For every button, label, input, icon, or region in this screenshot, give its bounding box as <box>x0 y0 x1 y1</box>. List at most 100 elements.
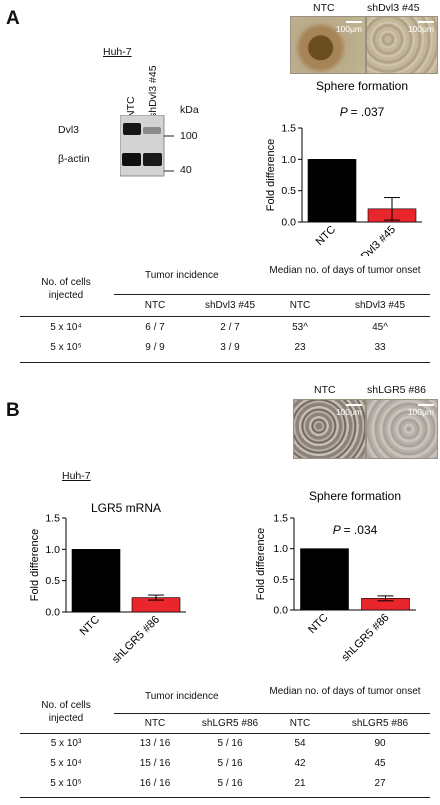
table-a-group2: Median no. of days of tumor onset <box>269 265 421 276</box>
table-b-sub-ntc-1: NTC <box>144 718 166 729</box>
table-b-row3-v4: 27 <box>374 778 386 789</box>
table-b-row3-cells: 5 x 10⁵ <box>50 778 82 789</box>
blot-lane-shdvl3: shDvl3 #45 <box>147 65 159 118</box>
table-a-row1-v1: 6 / 7 <box>145 322 165 333</box>
chart-sphere-formation-b: Sphere formation P = .034 0.0 0.5 1.0 1.5 Fold… <box>255 489 416 664</box>
table-b-sub-ntc-2: NTC <box>289 718 311 729</box>
scale-bar-label: 100μm <box>407 407 434 417</box>
table-b-row2-cells: 5 x 10⁴ <box>50 758 82 769</box>
table-a-row2-cells: 5 x 10⁵ <box>50 342 82 353</box>
panel-label-b: B <box>6 400 20 421</box>
micrograph-b-ntc: 100μm <box>293 399 366 459</box>
chart-title: Sphere formation <box>309 489 401 503</box>
table-a-row1-v4: 45^ <box>372 322 388 333</box>
x-tick-label: shLGR5 #86 <box>339 612 391 664</box>
table-b-row2-v2: 5 / 16 <box>217 758 243 769</box>
y-tick-label: 1.0 <box>45 544 60 556</box>
table-b-row2-v1: 15 / 16 <box>139 758 171 769</box>
table-a-row2-v4: 33 <box>374 342 386 353</box>
table-a-row1-v2: 2 / 7 <box>220 322 240 333</box>
table-b-col1-header: No. of cells injected <box>41 700 91 724</box>
marker-40: 40 <box>180 164 192 176</box>
table-a-sub-ntc-1: NTC <box>144 300 166 311</box>
table-b-row1-v1: 13 / 16 <box>139 738 171 749</box>
table-a-group1: Tumor incidence <box>145 270 219 281</box>
p-value-annotation: P = .037 <box>340 105 385 119</box>
table-a-sub-kd-1: shDvl3 #45 <box>204 300 256 311</box>
table-a-row1-cells: 5 x 10⁴ <box>50 322 82 333</box>
chart-lgr5-mrna-b: LGR5 mRNA 0.0 0.5 1.0 1.5 Fold difference NTC s… <box>29 501 186 666</box>
scale-bar-label: 100μm <box>407 24 434 34</box>
chart-title: Sphere formation <box>316 79 408 93</box>
bar-ntc <box>307 159 357 223</box>
y-tick-label: 0.5 <box>45 575 60 587</box>
micrograph-b-shlgr5-label: shLGR5 #86 <box>367 384 426 396</box>
bar-ntc <box>71 549 121 613</box>
table-b-sub-kd-1: shLGR5 #86 <box>201 718 259 729</box>
table-a-row2-v2: 3 / 9 <box>220 342 240 353</box>
table-b-row1-v2: 5 / 16 <box>217 738 243 749</box>
table-b-row2-v3: 42 <box>294 758 306 769</box>
bar-ntc <box>300 548 349 611</box>
table-b-row3-v3: 21 <box>294 778 306 789</box>
table-a-sub-kd-2: shDvl3 #45 <box>354 300 406 311</box>
scale-bar-label: 100μm <box>335 407 362 417</box>
y-tick-label: 1.5 <box>281 123 296 135</box>
y-tick-label: 0.0 <box>281 217 296 229</box>
x-tick-label: shDvl3 #45 <box>351 224 398 256</box>
y-tick-label: 1.0 <box>273 543 288 555</box>
table-a: No. of cells injected Tumor incidence Me… <box>20 262 430 372</box>
y-tick-label: 0.0 <box>45 607 60 619</box>
y-tick-label: 1.5 <box>273 513 288 525</box>
table-b-row1-v3: 54 <box>294 738 306 749</box>
table-a-row2-v1: 9 / 9 <box>145 342 165 353</box>
western-blot-image <box>120 115 174 177</box>
table-b: No. of cells injected Tumor incidence Me… <box>20 683 430 803</box>
y-tick-label: 1.0 <box>281 154 296 166</box>
table-a-sub-ntc-2: NTC <box>289 300 311 311</box>
y-axis-label: Fold difference <box>29 529 41 602</box>
marker-100: 100 <box>180 130 198 142</box>
x-tick-label: shLGR5 #86 <box>110 614 162 666</box>
x-tick-label: NTC <box>78 614 103 639</box>
y-tick-label: 0.5 <box>273 574 288 586</box>
table-b-row3-v2: 5 / 16 <box>217 778 243 789</box>
p-value-annotation: P = .034 <box>333 523 378 537</box>
table-b-bottom-rule <box>20 797 430 798</box>
y-axis-label: Fold difference <box>265 139 277 212</box>
table-b-row2-v4: 45 <box>374 758 386 769</box>
table-b-group2: Median no. of days of tumor onset <box>269 686 421 697</box>
kda-label: kDa <box>180 104 199 116</box>
table-b-row3-v1: 16 / 16 <box>139 778 171 789</box>
micrograph-a-ntc: 100μm <box>290 16 366 74</box>
chart-title: LGR5 mRNA <box>91 501 161 515</box>
table-b-group1: Tumor incidence <box>145 691 219 702</box>
table-a-row1-v3: 53^ <box>292 322 308 333</box>
panel-label-a: A <box>6 8 20 29</box>
table-b-row1-v4: 90 <box>374 738 386 749</box>
y-tick-label: 0.5 <box>281 185 296 197</box>
scale-bar-label: 100μm <box>335 24 362 34</box>
blot-row-actin-label: β-actin <box>58 153 90 165</box>
micrograph-a-shdvl3: 100μm <box>366 16 438 74</box>
table-a-col1-header: No. of cells injected <box>41 277 91 301</box>
table-a-header-rule <box>20 316 430 317</box>
micrograph-b-shlgr5: 100μm <box>366 399 438 459</box>
table-b-subheader-rule <box>114 713 430 714</box>
cell-line-label-b: Huh-7 <box>62 470 91 482</box>
y-tick-label: 0.0 <box>273 605 288 617</box>
x-tick-label: NTC <box>314 224 339 249</box>
table-a-subheader-rule <box>114 294 430 295</box>
table-a-row2-v3: 23 <box>294 342 306 353</box>
blot-row-dvl3-label: Dvl3 <box>58 124 80 136</box>
chart-sphere-formation-a: Sphere formation P = .037 0.0 0.5 1.0 1.5 Fold… <box>265 79 422 256</box>
table-a-bottom-rule <box>20 362 430 363</box>
micrograph-a-shdvl3-label: shDvl3 #45 <box>367 2 420 14</box>
table-b-sub-kd-2: shLGR5 #86 <box>351 718 409 729</box>
table-b-header-rule <box>20 733 430 734</box>
table-b-row1-cells: 5 x 10³ <box>50 738 82 749</box>
y-axis-label: Fold difference <box>255 528 267 601</box>
cell-line-label-a: Huh-7 <box>103 46 132 58</box>
x-tick-label: NTC <box>306 612 331 637</box>
micrograph-b-ntc-label: NTC <box>314 384 336 396</box>
